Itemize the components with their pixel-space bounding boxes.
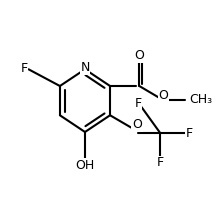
Text: O: O bbox=[132, 118, 142, 131]
Text: F: F bbox=[186, 126, 193, 140]
Text: OH: OH bbox=[75, 158, 95, 172]
Text: F: F bbox=[135, 97, 142, 110]
Text: F: F bbox=[157, 157, 164, 169]
Text: F: F bbox=[20, 62, 27, 75]
Text: O: O bbox=[159, 89, 169, 102]
Text: N: N bbox=[80, 61, 90, 74]
Text: O: O bbox=[134, 49, 144, 62]
Text: CH₃: CH₃ bbox=[189, 93, 213, 106]
